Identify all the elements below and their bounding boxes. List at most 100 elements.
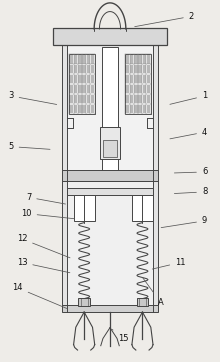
Bar xyxy=(82,105,86,113)
Bar xyxy=(82,75,86,83)
Bar xyxy=(147,95,150,104)
Text: 8: 8 xyxy=(174,188,207,196)
Bar xyxy=(143,105,146,113)
Bar xyxy=(138,95,142,104)
Bar xyxy=(78,65,81,73)
Bar xyxy=(87,65,90,73)
Bar xyxy=(130,65,133,73)
Bar xyxy=(78,85,81,93)
Bar xyxy=(102,47,118,170)
Bar xyxy=(82,65,86,73)
Bar xyxy=(91,85,94,93)
Text: 10: 10 xyxy=(21,209,74,219)
Bar xyxy=(87,75,90,83)
Bar xyxy=(147,105,150,113)
Bar xyxy=(143,95,146,104)
Bar xyxy=(78,105,81,113)
Bar xyxy=(134,65,138,73)
Bar xyxy=(87,95,90,104)
Bar xyxy=(138,105,142,113)
Bar xyxy=(82,55,86,64)
Bar xyxy=(147,55,150,64)
Text: 4: 4 xyxy=(170,128,207,139)
Text: 12: 12 xyxy=(17,235,70,258)
Text: 6: 6 xyxy=(174,168,207,176)
Bar xyxy=(99,127,120,159)
Text: 3: 3 xyxy=(8,92,57,105)
Bar xyxy=(74,105,77,113)
Bar xyxy=(130,95,133,104)
Bar xyxy=(126,85,129,93)
Bar xyxy=(53,28,167,45)
Bar xyxy=(78,298,90,306)
Bar xyxy=(74,75,77,83)
Bar xyxy=(91,55,94,64)
Text: 15: 15 xyxy=(112,329,128,343)
Bar xyxy=(147,85,150,93)
Bar xyxy=(82,85,86,93)
Bar xyxy=(70,95,73,104)
Bar xyxy=(91,105,94,113)
Bar xyxy=(130,85,133,93)
Bar xyxy=(67,188,153,195)
Bar xyxy=(134,85,138,93)
Bar xyxy=(103,139,117,157)
Bar xyxy=(78,55,81,64)
Bar xyxy=(147,75,150,83)
Bar xyxy=(137,298,148,306)
Bar xyxy=(143,75,146,83)
Bar xyxy=(134,105,138,113)
Bar xyxy=(74,85,77,93)
Text: 13: 13 xyxy=(17,258,70,273)
Bar xyxy=(134,95,138,104)
Bar xyxy=(70,55,73,64)
Bar xyxy=(132,195,153,221)
Bar xyxy=(126,105,129,113)
Bar xyxy=(130,55,133,64)
Bar xyxy=(147,65,150,73)
Bar xyxy=(74,65,77,73)
Bar xyxy=(70,65,73,73)
Text: 5: 5 xyxy=(8,142,50,151)
Bar xyxy=(87,85,90,93)
Text: 1: 1 xyxy=(170,92,207,104)
Bar xyxy=(126,65,129,73)
Bar xyxy=(143,55,146,64)
Bar xyxy=(134,55,138,64)
Bar xyxy=(138,65,142,73)
Bar xyxy=(62,305,158,312)
Text: A: A xyxy=(142,277,163,307)
Bar xyxy=(70,85,73,93)
Bar xyxy=(126,75,129,83)
Text: 2: 2 xyxy=(135,12,194,27)
Bar xyxy=(67,45,153,172)
Bar xyxy=(67,181,153,306)
Text: 9: 9 xyxy=(161,216,207,228)
Text: 14: 14 xyxy=(12,283,67,308)
Text: 7: 7 xyxy=(26,193,66,204)
Bar xyxy=(125,54,151,114)
Bar xyxy=(138,85,142,93)
Bar xyxy=(69,54,95,114)
Bar xyxy=(70,75,73,83)
Bar xyxy=(130,75,133,83)
Bar xyxy=(138,75,142,83)
Bar xyxy=(82,95,86,104)
Bar xyxy=(143,85,146,93)
Bar xyxy=(74,195,95,221)
Text: 11: 11 xyxy=(152,258,186,269)
Bar xyxy=(62,45,158,311)
Bar xyxy=(78,95,81,104)
Bar xyxy=(78,75,81,83)
Bar xyxy=(91,65,94,73)
Bar xyxy=(74,95,77,104)
Bar xyxy=(87,55,90,64)
Bar xyxy=(130,105,133,113)
Bar xyxy=(126,95,129,104)
Bar xyxy=(70,105,73,113)
Bar xyxy=(74,55,77,64)
Bar xyxy=(143,65,146,73)
Bar xyxy=(87,105,90,113)
Bar xyxy=(91,75,94,83)
Bar xyxy=(62,170,158,181)
